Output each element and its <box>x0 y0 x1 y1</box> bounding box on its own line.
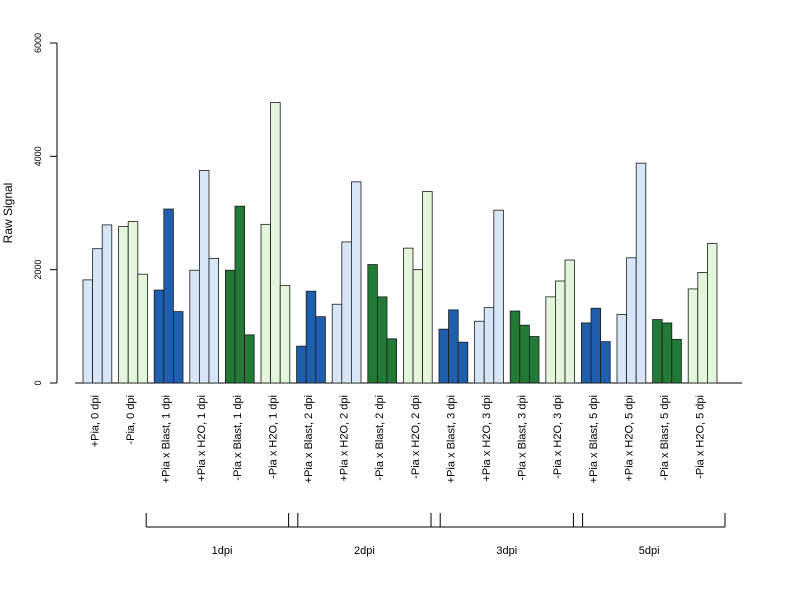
category-labels: +Pia, 0 dpi -Pia, 0 dpi +Pia x Blast, 1 dp… <box>89 395 706 483</box>
bar <box>163 208 174 384</box>
bar <box>519 324 530 384</box>
bar <box>153 289 165 384</box>
bar <box>279 285 291 384</box>
category-label: +Pia x H2O, 1 dpi <box>196 395 208 482</box>
category-label: +Pia x H2O, 5 dpi <box>623 395 635 482</box>
y-tick-label: 2000 <box>33 260 43 280</box>
bar <box>457 341 469 384</box>
bar <box>208 257 220 384</box>
bar <box>172 311 184 384</box>
group-brackets: 1dpi 2dpi 3dpi 5dpi <box>145 513 726 557</box>
category-label: -Pia x H2O, 5 dpi <box>695 395 707 479</box>
category-label: +Pia, 0 dpi <box>89 395 101 447</box>
bar <box>367 264 378 384</box>
bar <box>590 307 602 384</box>
category-label: -Pia x H2O, 3 dpi <box>552 395 564 479</box>
bar <box>671 338 682 384</box>
bar <box>626 257 637 384</box>
bar <box>234 205 246 384</box>
bar <box>707 243 718 384</box>
bar <box>198 170 210 384</box>
bar <box>564 259 576 384</box>
category-label: +Pia x Blast, 5 dpi <box>588 395 600 483</box>
bar <box>412 269 424 384</box>
bar <box>127 221 139 384</box>
group-label: 5dpi <box>639 545 660 557</box>
bar <box>101 224 113 384</box>
y-tick-label: 0 <box>33 380 43 385</box>
bar <box>305 290 317 384</box>
bar <box>402 247 414 384</box>
bar <box>687 288 699 384</box>
category-label: -Pia x H2O, 1 dpi <box>267 395 279 479</box>
bar <box>422 191 433 384</box>
bar <box>376 296 388 384</box>
category-label: -Pia x Blast, 2 dpi <box>374 395 386 481</box>
bar <box>92 248 103 384</box>
bar <box>555 280 566 384</box>
bar <box>315 316 326 384</box>
category-label: -Pia x Blast, 3 dpi <box>517 395 529 481</box>
y-tick-label: 4000 <box>33 146 43 166</box>
bar <box>493 209 504 384</box>
bar <box>260 223 272 384</box>
bar <box>652 319 663 384</box>
bar <box>635 162 647 384</box>
bar <box>661 322 673 384</box>
bar <box>118 226 129 384</box>
bar <box>224 269 236 384</box>
bar <box>244 334 255 384</box>
category-label: -Pia x Blast, 1 dpi <box>232 395 244 481</box>
y-axis: 0 2000 4000 6000 <box>33 33 58 386</box>
bar <box>474 320 485 384</box>
category-label: +Pia x H2O, 3 dpi <box>481 395 493 482</box>
bar <box>545 296 556 384</box>
bar <box>331 303 343 384</box>
group-label: 1dpi <box>212 545 233 557</box>
bar <box>341 241 352 384</box>
bar <box>529 336 540 384</box>
category-label: -Pia x Blast, 5 dpi <box>659 395 671 481</box>
y-axis-title: Raw Signal <box>1 183 15 244</box>
group-label: 3dpi <box>496 545 517 557</box>
bar <box>483 307 495 384</box>
category-label: +Pia x H2O, 2 dpi <box>339 395 351 482</box>
bar <box>296 345 307 384</box>
y-tick-label: 6000 <box>33 33 43 53</box>
bar <box>270 102 281 384</box>
group-label: 2dpi <box>354 545 375 557</box>
bar <box>448 309 459 384</box>
category-label: +Pia x Blast, 3 dpi <box>445 395 457 483</box>
bar <box>438 328 450 384</box>
category-label: +Pia x Blast, 2 dpi <box>303 395 315 483</box>
bar <box>386 338 398 384</box>
bar <box>509 310 521 384</box>
category-label: -Pia x H2O, 2 dpi <box>410 395 422 479</box>
bar <box>82 279 94 384</box>
bar <box>189 269 200 384</box>
bar <box>137 273 148 384</box>
bars-layer <box>82 102 718 384</box>
bar <box>697 272 708 384</box>
category-label: +Pia x Blast, 1 dpi <box>161 395 173 483</box>
bar <box>581 322 592 384</box>
bar <box>600 341 611 384</box>
category-label: -Pia, 0 dpi <box>125 395 137 445</box>
bar <box>350 181 362 384</box>
bar <box>616 314 628 384</box>
